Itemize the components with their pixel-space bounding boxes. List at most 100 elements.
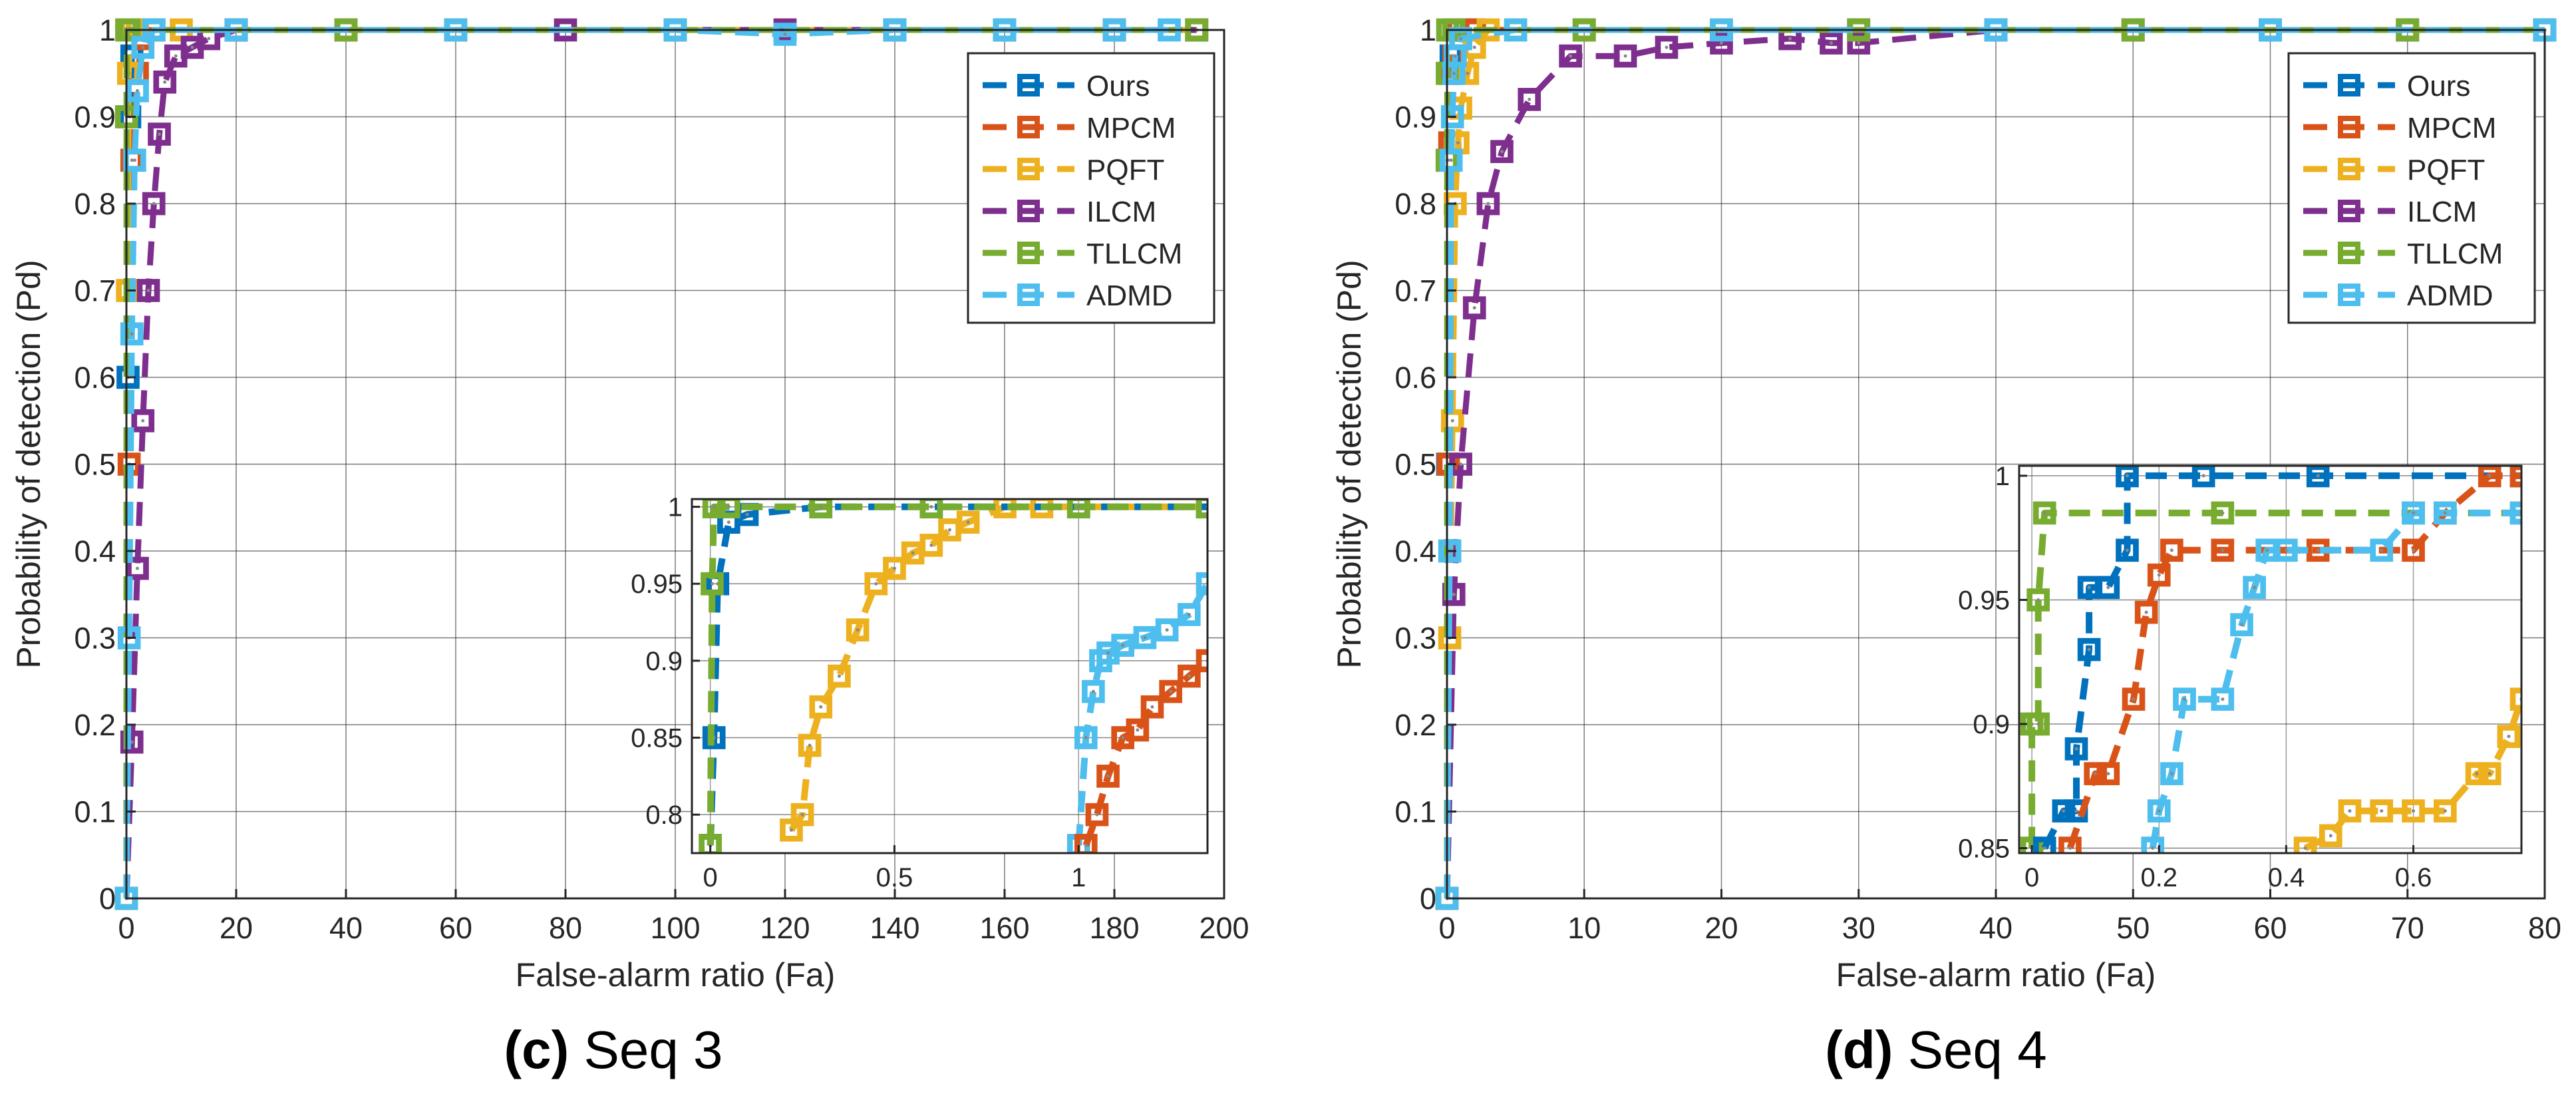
seq4-ytick-label-10: 1 (1420, 13, 1436, 47)
seq3-inset-xtick-label-0: 0 (703, 863, 718, 892)
seq3-legend-label-2: PQFT (1086, 154, 1164, 186)
seq4-inset-series-pqft-4-point-4 (2402, 799, 2425, 823)
seq3-inset-series-pqft-2-markers (780, 499, 1208, 842)
seq4-xtick-label-5: 50 (2116, 911, 2150, 945)
seq3-ytick-label-2: 0.2 (74, 708, 116, 742)
seq3-inset-series-pqft-2-point-dot-9 (929, 543, 933, 547)
seq3-inset-series-mpcm-1-point-0 (1074, 834, 1098, 853)
seq3-legend-marker-3 (1017, 200, 1040, 222)
seq3-inset-series-mpcm-1-point-4 (1126, 718, 1150, 742)
seq4-ytick-label-7: 0.7 (1394, 274, 1436, 308)
seq3-inset-series-pqft-2-point-9 (919, 534, 943, 557)
seq4-inset-series-tllcm-0-point-2 (2026, 712, 2050, 736)
seq4-inset-area (2019, 466, 2521, 853)
seq3-xtick-label-7: 140 (870, 911, 919, 945)
seq3-inset-series-pqft-2-point-11 (956, 510, 980, 534)
seq3-inset-series-tllcm-4-point-6 (1066, 499, 1090, 518)
seq3-inset-box (691, 498, 1209, 854)
seq4-ytick-label-0: 0 (1420, 882, 1436, 916)
seq3-series-admd-point-10 (773, 23, 797, 46)
seq3-inset-series-pqft-2-point-dot-1 (800, 813, 804, 817)
seq4-legend-box (2287, 52, 2536, 324)
seq3-series-admd-point-dot-2 (130, 332, 134, 336)
seq4-series-ilcm-point-dot-6 (1528, 97, 1531, 101)
seq3-series-admd-point-1 (117, 626, 141, 649)
seq4-inset-series-mpcm-2-point-dot-1 (2094, 772, 2098, 776)
seq3-legend-marker-4 (1017, 242, 1040, 264)
seq4-series-ilcm-point-13 (1847, 31, 1871, 55)
seq3-inset-series-pqft-2-point-dot-3 (819, 705, 823, 709)
seq4-series-ilcm-point-dot-5 (1500, 150, 1504, 154)
seq3-inset-series-pqft-2-point-dot-7 (892, 566, 896, 570)
seq3-inset-series-tllcm-4-point-4 (809, 499, 833, 518)
seq4-legend-label-2: PQFT (2407, 154, 2485, 186)
seq3-inset-series-tllcm-4-point-dot-2 (712, 505, 716, 509)
seq4-legend-marker-1 (2338, 116, 2360, 138)
seq4-inset-series-mpcm-2-point-dot-0 (2068, 846, 2072, 850)
seq4-xtick-label-7: 70 (2391, 911, 2424, 945)
seq3-inset-series-tllcm-4-line (707, 503, 1208, 846)
seq4-inset-series-pqft-4-point-1 (2319, 824, 2342, 848)
seq3-inset-series-admd-0-point-dot-6 (1143, 636, 1147, 640)
seq3-xtick-label-2: 40 (329, 911, 363, 945)
seq3-inset-series-ours-3-point-dot-4 (745, 512, 749, 516)
seq4-inset-series-pqft-4-point-3 (2370, 799, 2394, 823)
seq3-series-admd-point-dot-10 (783, 33, 787, 37)
seq4-inset-series-admd-3-point-4 (2211, 687, 2235, 711)
seq3-ytick-label-4: 0.4 (74, 534, 116, 568)
seq3-inset-series-pqft-2-point-dot-8 (911, 551, 915, 555)
seq3-inset-area (692, 499, 1208, 853)
seq3-series-mpcm-point-dot-2 (130, 158, 134, 162)
seq3-ytick-label-9: 0.9 (74, 100, 116, 134)
seq4-inset-ytick-label-3: 1 (1995, 462, 2010, 491)
seq4-series-admd-line (1444, 27, 2545, 899)
seq4-inset-series-admd-3-point-dot-5 (2239, 623, 2243, 627)
seq4-inset-ytick-label-2: 0.95 (1958, 586, 2010, 615)
seq4-inset-xtick-label-3: 0.6 (2395, 863, 2432, 892)
seq4-ylabel: Probability of detection (Pd) (1331, 260, 1368, 668)
seq3-inset-series-mpcm-1-point-1 (1085, 803, 1109, 827)
seq4-xtick-label-8: 80 (2528, 911, 2561, 945)
seq4-series-ilcm-point-10 (1710, 31, 1733, 55)
seq4-inset-series-mpcm-2-point-5 (2147, 563, 2171, 587)
seq4-ytick-label-8: 0.8 (1394, 187, 1436, 221)
seq4-inset-series-pqft-4-point-dot-6 (2475, 772, 2479, 776)
seq4-legend-marker-5 (2338, 283, 2360, 306)
seq4-inset-series-admd-3-point-dot-11 (2443, 511, 2447, 515)
seq3-ytick-label-8: 0.8 (74, 187, 116, 221)
seq3-inset-series-admd-0-point-7 (1155, 618, 1179, 642)
seq4-inset-series-pqft-4-line (2303, 698, 2521, 851)
caption-seq4-text: Seq 4 (1893, 1020, 2046, 1079)
seq3-inset-series-admd-0-point-1 (1074, 726, 1098, 749)
seq4-inset-series-mpcm-2-point-7 (2211, 538, 2235, 562)
seq3-inset-series-tllcm-4-point-0 (699, 834, 723, 853)
seq4-inset-series-ours-1-point-dot-6 (2106, 586, 2110, 590)
seq4-series-admd-point-dot-5 (1453, 54, 1457, 58)
seq4-inset-series-tllcm-0-point-dot-2 (2036, 722, 2040, 726)
seq4-series-ilcm-point-dot-11 (1788, 37, 1792, 41)
seq4-series-ilcm-point-dot-9 (1665, 45, 1669, 49)
seq3-inset-series-mpcm-1-point-2 (1096, 765, 1120, 788)
seq4-inset-series-pqft-4-point-0 (2293, 836, 2317, 853)
seq4-inset-series-ours-1-point-dot-5 (2087, 586, 2091, 590)
seq4-series-pqft-point-dot-2 (1450, 419, 1454, 423)
seq4-xtick-label-6: 60 (2253, 911, 2287, 945)
seq4-series-admd-point-1 (1438, 539, 1462, 563)
seq3-inset-ytick-label-4: 1 (668, 493, 683, 522)
seq4-inset-series-ours-1-point-dot-8 (2125, 474, 2129, 478)
seq3-inset-series-tllcm-4-point-3 (717, 499, 740, 518)
seq4-legend-marker-0 (2338, 74, 2360, 96)
seq4-xtick-label-2: 20 (1704, 911, 1738, 945)
seq4-inset-series-mpcm-2-point-dot-6 (2170, 548, 2174, 552)
seq4-ytick-label-6: 0.6 (1394, 361, 1436, 395)
seq3-inset-series-admd-0-markers (1066, 572, 1208, 853)
seq4-legend-marker-3 (2338, 200, 2360, 222)
seq4-inset-series-tllcm-0-point-3 (2026, 588, 2050, 612)
seq4-inset-series-admd-3-point-6 (2243, 576, 2266, 600)
seq3-series-ilcm-point-2 (126, 556, 149, 580)
seq3-xtick-label-0: 0 (118, 911, 134, 945)
seq4-legend-label-4: TLLCM (2407, 238, 2503, 270)
seq3-inset-series-mpcm-1-point-dot-7 (1187, 674, 1191, 678)
seq3-inset-ytick-label-3: 0.95 (631, 570, 683, 599)
